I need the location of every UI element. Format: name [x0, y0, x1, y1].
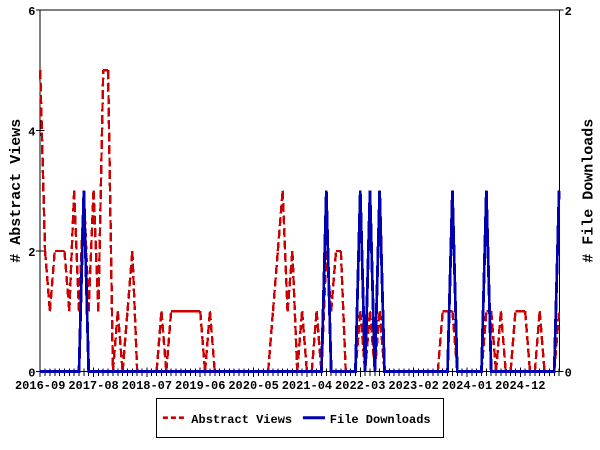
svg-text:2018-07: 2018-07 — [122, 379, 172, 393]
svg-text:2021-04: 2021-04 — [282, 379, 332, 393]
svg-text:6: 6 — [28, 5, 35, 19]
svg-text:Abstract Views: Abstract Views — [191, 413, 292, 427]
svg-text:2023-02: 2023-02 — [388, 379, 438, 393]
svg-text:2024-01: 2024-01 — [442, 379, 492, 393]
svg-text:0: 0 — [565, 367, 572, 381]
svg-text:2017-08: 2017-08 — [68, 379, 118, 393]
svg-text:# Abstract Views: # Abstract Views — [8, 119, 25, 263]
svg-text:2020-05: 2020-05 — [228, 379, 278, 393]
svg-text:2: 2 — [28, 246, 35, 260]
svg-text:2022-03: 2022-03 — [335, 379, 385, 393]
svg-text:2024-12: 2024-12 — [495, 379, 545, 393]
svg-text:2: 2 — [565, 5, 572, 19]
svg-text:File Downloads: File Downloads — [330, 413, 431, 427]
svg-text:# File Downloads: # File Downloads — [581, 119, 598, 263]
svg-text:4: 4 — [28, 126, 35, 140]
svg-text:2019-06: 2019-06 — [175, 379, 225, 393]
svg-text:2016-09: 2016-09 — [15, 379, 65, 393]
svg-text:0: 0 — [28, 367, 35, 381]
